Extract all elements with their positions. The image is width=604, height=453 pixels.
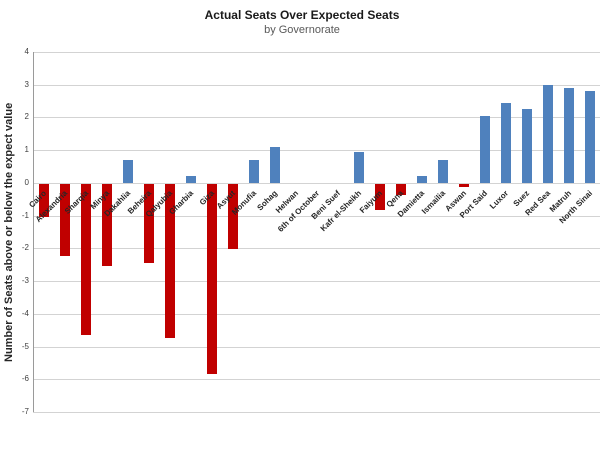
gridline-y0: [33, 183, 600, 184]
bar-ismailia: [438, 160, 448, 183]
bar-red-sea: [543, 85, 553, 183]
y-tick-label: -5: [21, 342, 29, 351]
bar-sohag: [270, 147, 280, 183]
gridline-y1: [33, 150, 600, 151]
y-tick-label: 2: [24, 112, 29, 121]
bar-alexandria: [60, 184, 70, 256]
bar-qalyubia: [165, 184, 175, 338]
bar-qena: [396, 184, 406, 195]
chart-subtitle: by Governorate: [264, 24, 340, 36]
y-axis-line: [33, 52, 34, 412]
y-tick-label: -3: [21, 276, 29, 285]
bar-asyut: [228, 184, 238, 249]
bar-north-sinai: [585, 91, 595, 183]
bar-luxor: [501, 103, 511, 183]
y-tick-label: 4: [24, 47, 29, 56]
gridline-y-1: [33, 216, 600, 217]
bar-faiyum: [375, 184, 385, 210]
y-tick-label: -1: [21, 211, 29, 220]
gridline-y-7: [33, 412, 600, 413]
bar-port-said: [480, 116, 490, 183]
bar-dakahlia: [123, 160, 133, 183]
y-tick-label: -6: [21, 374, 29, 383]
gridline-y-4: [33, 314, 600, 315]
gridline-y-5: [33, 347, 600, 348]
bar-monufia: [249, 160, 259, 183]
y-tick-label: -2: [21, 243, 29, 252]
bar-matruh: [564, 88, 574, 183]
gridline-y-6: [33, 379, 600, 380]
bar-suez: [522, 109, 532, 183]
bar-gharbia: [186, 176, 196, 183]
gridline-y4: [33, 52, 600, 53]
bar-beheira: [144, 184, 154, 263]
bar-kafr-el-sheikh: [354, 152, 364, 183]
gridline-y3: [33, 85, 600, 86]
gridline-y-2: [33, 248, 600, 249]
bar-aswan: [459, 184, 469, 187]
y-tick-label: -4: [21, 309, 29, 318]
y-tick-label: 3: [24, 80, 29, 89]
y-tick-label: -7: [21, 407, 29, 416]
bar-giza: [207, 184, 217, 374]
bar-sharqia: [81, 184, 91, 335]
bar-minya: [102, 184, 112, 266]
gridline-y2: [33, 117, 600, 118]
bar-damietta: [417, 176, 427, 183]
bar-cairo: [39, 184, 49, 217]
y-tick-label: 0: [24, 178, 29, 187]
gridline-y-3: [33, 281, 600, 282]
y-tick-label: 1: [24, 145, 29, 154]
chart-title: Actual Seats Over Expected Seats: [204, 8, 400, 22]
